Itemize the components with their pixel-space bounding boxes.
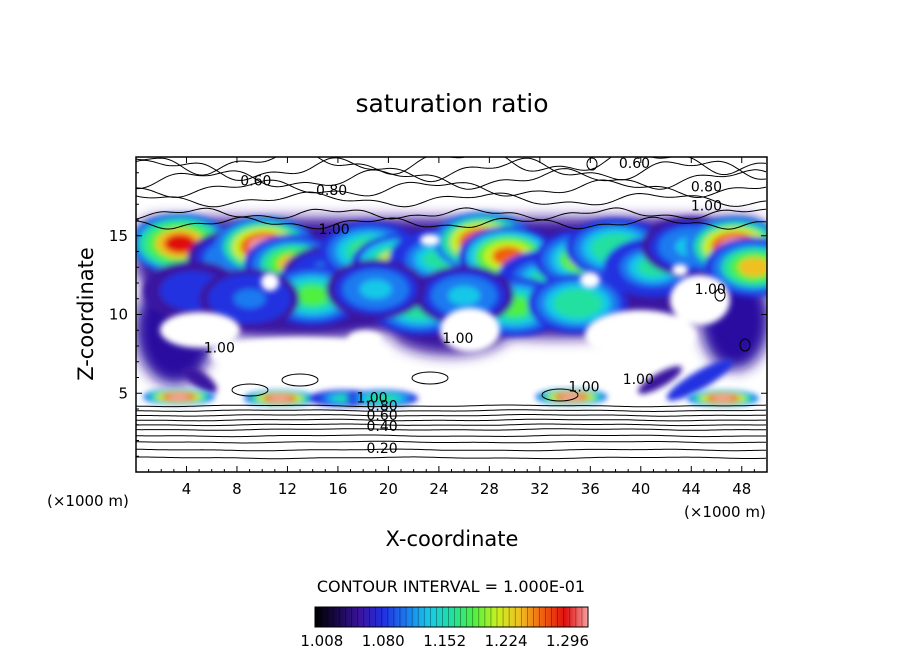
x-tick-label: 24 — [429, 480, 448, 498]
z-unit-label: (×1000 m) — [47, 492, 129, 510]
x-unit-label: (×1000 m) — [684, 503, 766, 521]
colorbar-label: 1.152 — [423, 632, 466, 650]
x-tick-label: 8 — [232, 480, 242, 498]
colorbar-label: 1.224 — [485, 632, 528, 650]
subsaturated-regions — [160, 234, 730, 373]
contour-label: 1.00 — [319, 222, 350, 238]
cloud-lens — [269, 395, 291, 402]
x-tick-label: 32 — [530, 480, 549, 498]
contour-line — [136, 207, 767, 221]
x-tick-label: 36 — [581, 480, 600, 498]
contour-line — [231, 383, 269, 397]
saturation-field — [136, 212, 767, 337]
chart-title: saturation ratio — [355, 89, 548, 118]
y-axis-title: Z-coordinate — [74, 247, 98, 381]
saturation-blob — [561, 293, 594, 314]
contour-label: 0.40 — [367, 419, 398, 435]
contour-line — [136, 434, 766, 438]
saturation-blob — [296, 286, 329, 306]
contour-line — [136, 404, 767, 408]
contour-label: 0.80 — [691, 180, 722, 196]
contour-label: 1.00 — [204, 340, 235, 356]
contour-line — [136, 191, 767, 208]
colorbar-label: 1.296 — [546, 632, 589, 650]
y-tick-label: 10 — [109, 306, 128, 324]
x-tick-label: 48 — [732, 480, 751, 498]
contour-line — [714, 288, 726, 302]
y-tick-label: 5 — [118, 384, 128, 402]
contour-label: 1.00 — [695, 282, 726, 298]
contour-line — [136, 423, 767, 427]
colorbar — [314, 606, 589, 628]
contour-line — [136, 456, 767, 460]
x-tick-label: 28 — [480, 480, 499, 498]
contour-label: 0.80 — [367, 399, 398, 415]
contour-labels: 0.200.400.600.801.001.00 1.001.001.001.00… — [204, 156, 726, 457]
contour-line — [136, 409, 767, 412]
contour-label: 1.00 — [356, 391, 387, 407]
lower-cloud-streaks — [182, 359, 734, 401]
contour-label: 0.60 — [240, 173, 271, 189]
colorbar-labels: 1.008 1.080 1.152 1.224 1.296 — [300, 632, 589, 650]
contour-line — [411, 371, 449, 385]
contour-label: 1.00 — [442, 331, 473, 347]
contour-label: 0.60 — [619, 156, 650, 172]
colorbar-label: 1.008 — [300, 632, 343, 650]
saturation-blob — [233, 289, 266, 309]
contour-line — [136, 428, 766, 431]
contour-line — [136, 414, 767, 417]
contour-line — [136, 440, 766, 444]
contour-label: 1.00 — [568, 380, 599, 396]
x-tick-label: 4 — [182, 480, 192, 498]
low-level-cloud-lenses — [142, 388, 759, 407]
cloud-lens — [712, 395, 734, 402]
contour-label: 0.80 — [316, 183, 347, 199]
y-tick-label: 15 — [109, 227, 128, 245]
contour-line — [136, 168, 767, 190]
saturation-blob — [164, 234, 197, 254]
contour-line — [136, 157, 767, 183]
x-tick-label: 16 — [328, 480, 347, 498]
contour-line — [586, 157, 598, 171]
plot-area: 0.200.400.600.801.001.00 1.001.001.001.00… — [136, 156, 767, 472]
contour-line — [136, 448, 766, 452]
contour-line — [739, 338, 751, 352]
contour-line — [136, 418, 766, 422]
x-tick-label: 40 — [631, 480, 650, 498]
contour-line — [541, 388, 579, 402]
contour-interval-text: CONTOUR INTERVAL = 1.000E-01 — [317, 577, 585, 596]
cloud-lens — [371, 395, 393, 402]
contour-label: 1.00 — [691, 199, 722, 215]
contour-label: 0.60 — [367, 408, 398, 424]
colorbar-label: 1.080 — [362, 632, 405, 650]
x-tick-label: 20 — [379, 480, 398, 498]
x-tick-label: 44 — [682, 480, 701, 498]
contour-line — [281, 373, 319, 387]
cloud-lens — [560, 393, 582, 400]
cloud-lens — [168, 393, 190, 400]
x-tick-label: 12 — [278, 480, 297, 498]
saturation-blob — [448, 286, 481, 306]
x-axis-title: X-coordinate — [386, 527, 519, 551]
saturation-blob — [738, 257, 767, 277]
contour-label: 1.00 — [623, 372, 654, 388]
x-axis: 4 8 12 16 20 24 28 32 36 40 44 48 — [148, 157, 755, 498]
saturation-blob — [359, 279, 392, 299]
colorbar-ticks — [314, 607, 589, 627]
y-axis: 5 10 15 — [109, 172, 767, 457]
contour-label: 0.20 — [367, 441, 398, 457]
